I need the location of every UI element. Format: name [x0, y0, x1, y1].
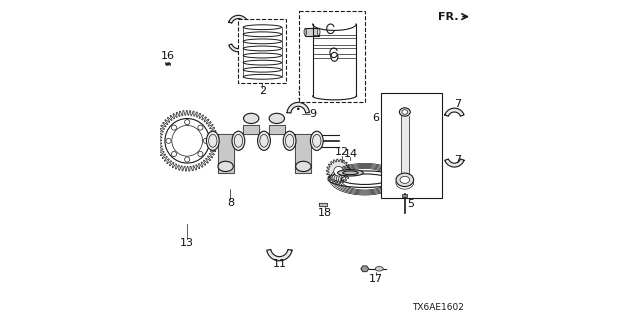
Circle shape: [297, 108, 300, 110]
Polygon shape: [267, 250, 292, 261]
Polygon shape: [269, 125, 285, 134]
Polygon shape: [361, 266, 369, 272]
Circle shape: [204, 138, 209, 143]
Text: 1: 1: [298, 91, 304, 101]
Polygon shape: [445, 108, 464, 116]
Polygon shape: [287, 102, 309, 113]
Text: 2: 2: [259, 86, 266, 96]
Text: 6: 6: [372, 113, 380, 124]
Circle shape: [184, 120, 189, 125]
Polygon shape: [157, 110, 218, 171]
Polygon shape: [326, 159, 351, 183]
Ellipse shape: [343, 171, 358, 175]
Ellipse shape: [218, 161, 234, 172]
Ellipse shape: [269, 113, 285, 124]
Text: FR.: FR.: [438, 12, 458, 22]
Text: 10: 10: [253, 22, 267, 32]
Text: 3: 3: [307, 14, 314, 24]
Bar: [381, 93, 442, 198]
Polygon shape: [218, 134, 234, 173]
Text: 4: 4: [337, 46, 344, 56]
Circle shape: [172, 125, 177, 130]
Text: 8: 8: [227, 198, 234, 208]
Polygon shape: [243, 125, 259, 134]
Bar: [305, 28, 319, 36]
Ellipse shape: [310, 131, 323, 150]
Ellipse shape: [399, 108, 410, 116]
Ellipse shape: [331, 52, 338, 61]
Bar: [403, 194, 408, 197]
Ellipse shape: [304, 28, 307, 36]
Polygon shape: [296, 134, 312, 173]
Text: 7: 7: [454, 99, 461, 109]
Circle shape: [334, 166, 344, 176]
Polygon shape: [228, 44, 248, 52]
Ellipse shape: [232, 131, 245, 150]
Text: 13: 13: [180, 238, 194, 248]
Text: 14: 14: [343, 148, 358, 159]
Circle shape: [198, 151, 203, 156]
Circle shape: [184, 157, 189, 162]
Bar: [239, 19, 287, 83]
Text: 7: 7: [454, 155, 461, 165]
Ellipse shape: [375, 267, 383, 271]
Polygon shape: [319, 203, 327, 206]
Text: 16: 16: [161, 51, 175, 61]
Ellipse shape: [296, 161, 311, 172]
Polygon shape: [445, 159, 464, 167]
Text: 4: 4: [337, 20, 344, 30]
Polygon shape: [401, 116, 409, 174]
Text: 15: 15: [399, 155, 413, 165]
Circle shape: [166, 138, 171, 143]
Ellipse shape: [258, 131, 270, 150]
Polygon shape: [228, 15, 248, 23]
Text: 12: 12: [335, 147, 349, 157]
Text: 11: 11: [273, 259, 286, 269]
Bar: [300, 11, 365, 102]
Ellipse shape: [396, 173, 413, 187]
Ellipse shape: [206, 131, 220, 150]
Circle shape: [198, 125, 203, 130]
Ellipse shape: [400, 176, 410, 183]
Text: TX6AE1602: TX6AE1602: [412, 303, 465, 312]
Text: 17: 17: [369, 274, 383, 284]
Text: 18: 18: [317, 208, 332, 219]
Text: 5: 5: [407, 199, 414, 209]
Ellipse shape: [338, 170, 364, 176]
Ellipse shape: [402, 110, 408, 114]
Ellipse shape: [243, 113, 259, 124]
Ellipse shape: [317, 28, 320, 36]
Text: 9: 9: [309, 108, 317, 119]
Circle shape: [172, 151, 177, 156]
Ellipse shape: [284, 131, 296, 150]
